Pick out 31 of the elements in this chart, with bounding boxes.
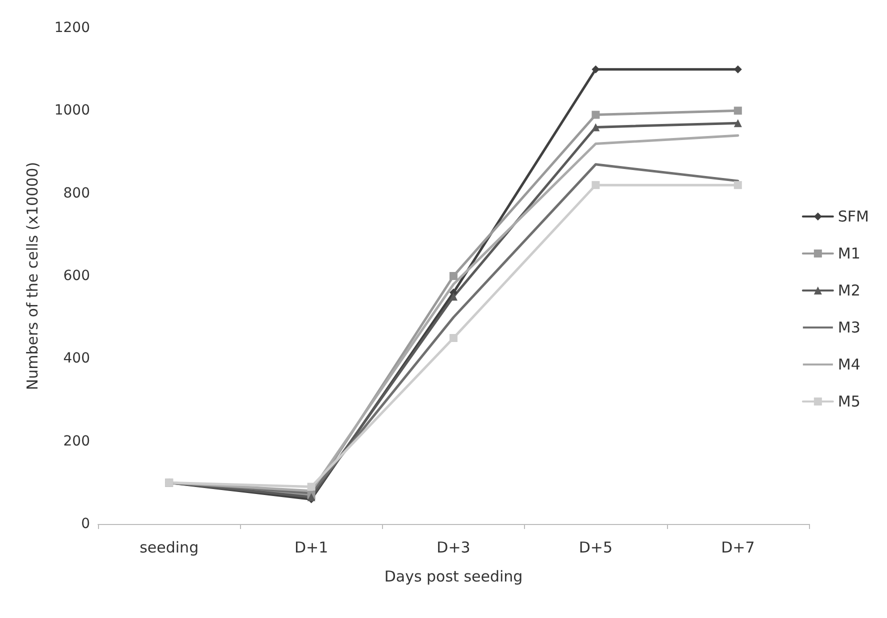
point	[592, 110, 600, 119]
y-tick-label: 600	[63, 268, 90, 284]
point	[592, 181, 600, 190]
legend-label: SFM	[838, 208, 869, 226]
point	[592, 123, 600, 132]
x-tick-label: D+1	[294, 538, 328, 556]
x-tick-label: D+3	[436, 538, 470, 556]
point	[450, 272, 458, 280]
point	[734, 106, 742, 115]
y-axis-title: Numbers of the cells (x10000)	[24, 162, 42, 390]
y-tick-label: 400	[63, 350, 90, 367]
point	[592, 65, 600, 74]
legend-label: M3	[838, 318, 860, 336]
point	[734, 181, 742, 190]
x-axis-title: Days post seeding	[384, 568, 523, 586]
y-tick-label: 0	[81, 516, 90, 532]
y-tick-label: 1200	[54, 20, 90, 36]
x-tick-label: seeding	[140, 538, 199, 556]
x-tick-label: D+7	[721, 538, 755, 556]
y-tick-label: 800	[63, 185, 90, 202]
x-tick-label: D+5	[578, 538, 613, 556]
legend-label: M2	[838, 282, 860, 300]
point	[734, 119, 742, 128]
y-tick-label: 200	[63, 433, 90, 450]
point	[450, 292, 458, 301]
legend-label: M4	[838, 356, 860, 374]
point	[307, 482, 316, 491]
legend-label: M1	[838, 244, 860, 262]
point	[450, 334, 458, 342]
y-tick-label: 1000	[54, 102, 90, 119]
legend-label: M5	[838, 392, 860, 410]
